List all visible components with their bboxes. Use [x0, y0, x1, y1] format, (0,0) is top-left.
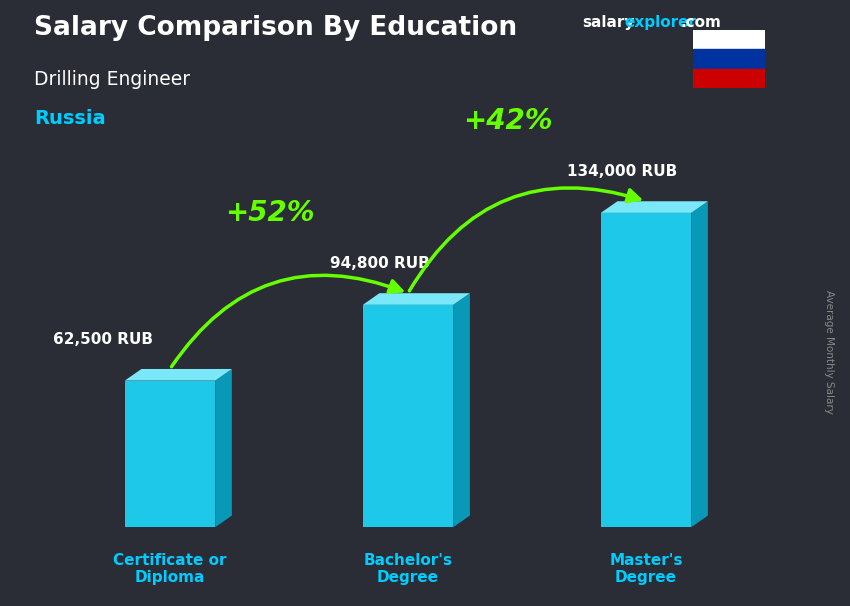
- Polygon shape: [601, 213, 691, 527]
- Text: Average Monthly Salary: Average Monthly Salary: [824, 290, 834, 413]
- Text: Master's
Degree: Master's Degree: [609, 553, 683, 585]
- Polygon shape: [601, 201, 708, 213]
- Polygon shape: [363, 293, 470, 305]
- Bar: [693, 30, 765, 50]
- Text: +42%: +42%: [463, 107, 552, 135]
- Text: explorer: explorer: [625, 15, 697, 30]
- Polygon shape: [363, 305, 453, 527]
- Text: 134,000 RUB: 134,000 RUB: [567, 164, 677, 179]
- Text: .com: .com: [680, 15, 721, 30]
- Text: +52%: +52%: [225, 199, 314, 227]
- Polygon shape: [453, 293, 470, 527]
- Text: Salary Comparison By Education: Salary Comparison By Education: [34, 15, 517, 41]
- Bar: [693, 50, 765, 68]
- Text: Certificate or
Diploma: Certificate or Diploma: [113, 553, 227, 585]
- Polygon shape: [125, 381, 215, 527]
- Polygon shape: [125, 369, 232, 381]
- Text: Drilling Engineer: Drilling Engineer: [34, 70, 190, 88]
- Text: Bachelor's
Degree: Bachelor's Degree: [364, 553, 452, 585]
- Polygon shape: [691, 201, 708, 527]
- Text: Russia: Russia: [34, 109, 105, 128]
- Bar: [693, 68, 765, 88]
- Text: 94,800 RUB: 94,800 RUB: [330, 256, 429, 271]
- Text: 62,500 RUB: 62,500 RUB: [54, 332, 153, 347]
- Polygon shape: [215, 369, 232, 527]
- Text: salary: salary: [582, 15, 635, 30]
